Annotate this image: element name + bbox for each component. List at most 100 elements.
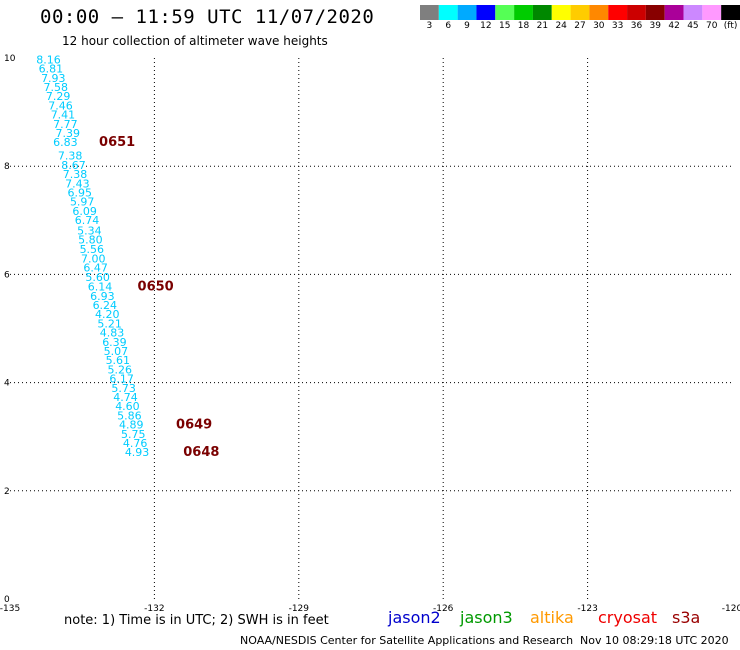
color-swatch [495, 5, 515, 20]
wave-height-point: 5.61 [106, 354, 131, 367]
wave-height-point: 5.73 [111, 382, 136, 395]
color-scale-labels: 3 6 9 12 15 18 21 24 27 30 33 36 39 42 45 70 (ft) [420, 21, 740, 35]
wave-height-point: 4.93 [125, 446, 150, 459]
wave-height-point: 6.74 [75, 214, 100, 227]
wave-height-point: 5.86 [117, 409, 142, 422]
color-scale-label: 36 [630, 21, 643, 31]
wave-height-point: 7.77 [53, 118, 78, 131]
wave-height-point: 7.29 [46, 90, 71, 103]
legend-jason2: jason2 [388, 608, 441, 627]
color-scale-label: 15 [498, 21, 511, 31]
y-tick-label: 10 [4, 54, 16, 64]
color-scale-bar [420, 5, 740, 20]
pass-time-label: 0650 [138, 280, 174, 295]
color-swatch [420, 5, 439, 20]
credit-text: NOAA/NESDIS Center for Satellite Applica… [240, 634, 574, 647]
color-scale-label: 45 [687, 21, 699, 31]
wave-height-point: 4.76 [123, 437, 148, 450]
pass-time-label: 0651 [99, 135, 135, 150]
color-scale-label: 27 [574, 21, 586, 31]
color-scale-label: 24 [555, 21, 567, 31]
color-scale-label: 33 [611, 21, 624, 31]
color-swatch [645, 5, 665, 20]
color-scale-label: 39 [649, 21, 661, 31]
wave-height-point: 6.24 [93, 299, 118, 312]
color-scale-label: 70 [706, 21, 718, 31]
color-swatch [457, 5, 477, 20]
color-swatch [608, 5, 628, 20]
pass-time-label: 0648 [183, 445, 219, 460]
color-swatch [514, 5, 533, 20]
x-tick-label: -132 [144, 604, 164, 614]
color-swatch [551, 5, 571, 20]
color-scale-label: 21 [536, 21, 549, 31]
wave-height-point: 6.47 [83, 262, 108, 275]
color-scale-label: (ft) [723, 21, 738, 31]
wave-height-point: 6.09 [72, 205, 97, 218]
wave-height-point: 5.80 [78, 234, 103, 247]
wave-height-point: 6.39 [102, 336, 127, 349]
wave-height-point: 6.93 [90, 290, 115, 303]
wave-height-point: 6.95 [68, 186, 93, 199]
wave-height-point: 4.74 [113, 391, 138, 404]
wave-height-point: 8.67 [61, 159, 86, 172]
color-scale-label: 30 [593, 21, 605, 31]
wave-height-point: 5.26 [107, 363, 132, 376]
x-tick-label: -120 [722, 604, 740, 614]
wave-height-point: 7.58 [43, 81, 68, 94]
chart-title: 00:00 — 11:59 UTC 11/07/2020 [40, 6, 375, 28]
footer-note: note: 1) Time is in UTC; 2) SWH is in fe… [64, 613, 329, 628]
color-swatch [702, 5, 722, 20]
color-scale-label: 6 [445, 21, 452, 31]
x-tick-label: -123 [577, 604, 597, 614]
y-tick-label: 6 [4, 270, 10, 280]
color-scale-label: 42 [668, 21, 680, 31]
legend-altika: altika [530, 608, 574, 627]
pass-time-label: 0649 [176, 418, 212, 433]
y-tick-label: 4 [4, 379, 10, 389]
wave-height-point: 4.89 [119, 419, 144, 432]
wave-height-point: 6.17 [109, 373, 134, 386]
color-swatch [721, 5, 740, 20]
wave-height-point: 7.39 [56, 127, 81, 140]
wave-height-point: 7.43 [65, 177, 90, 190]
color-swatch [438, 5, 458, 20]
color-swatch [627, 5, 646, 20]
wave-height-point: 4.60 [115, 400, 140, 413]
wave-height-point: 6.83 [53, 136, 78, 149]
y-tick-label: 8 [4, 162, 10, 172]
wave-height-point: 6.14 [88, 281, 113, 294]
y-tick-label: 2 [4, 487, 10, 497]
wave-height-point: 5.97 [70, 196, 95, 209]
chart-subtitle: 12 hour collection of altimeter wave hei… [62, 34, 328, 48]
color-scale-label: 9 [464, 21, 470, 31]
wave-height-point: 8.16 [36, 53, 61, 66]
x-tick-label: -126 [433, 604, 454, 614]
color-swatch [476, 5, 496, 20]
wave-height-point: 7.38 [58, 150, 83, 163]
wave-height-point: 7.38 [63, 168, 88, 181]
color-swatch [683, 5, 703, 20]
wave-height-point: 7.93 [41, 72, 66, 85]
wave-height-point: 5.34 [77, 224, 102, 237]
wave-height-point: 7.46 [48, 99, 73, 112]
color-swatch [664, 5, 684, 20]
y-tick-label: 0 [4, 595, 10, 605]
wave-height-point: 6.81 [39, 63, 64, 76]
wave-height-point: 7.00 [81, 252, 106, 265]
legend-s3a: s3a [672, 608, 701, 627]
color-scale-label: 3 [426, 21, 433, 31]
wave-height-point: 4.83 [100, 327, 125, 340]
color-swatch [532, 5, 552, 20]
wave-height-point: 4.20 [95, 308, 120, 321]
generated-timestamp: Nov 10 08:29:18 UTC 2020 [580, 634, 729, 647]
x-tick-label: -135 [0, 604, 20, 614]
wave-height-point: 5.75 [121, 428, 146, 441]
legend-cryosat: cryosat [598, 608, 658, 627]
color-scale-label: 18 [517, 21, 530, 31]
wave-height-point: 5.07 [104, 345, 129, 358]
wave-height-point: 5.21 [97, 317, 122, 330]
color-scale-label: 12 [480, 21, 492, 31]
legend-jason3: jason3 [460, 608, 513, 627]
